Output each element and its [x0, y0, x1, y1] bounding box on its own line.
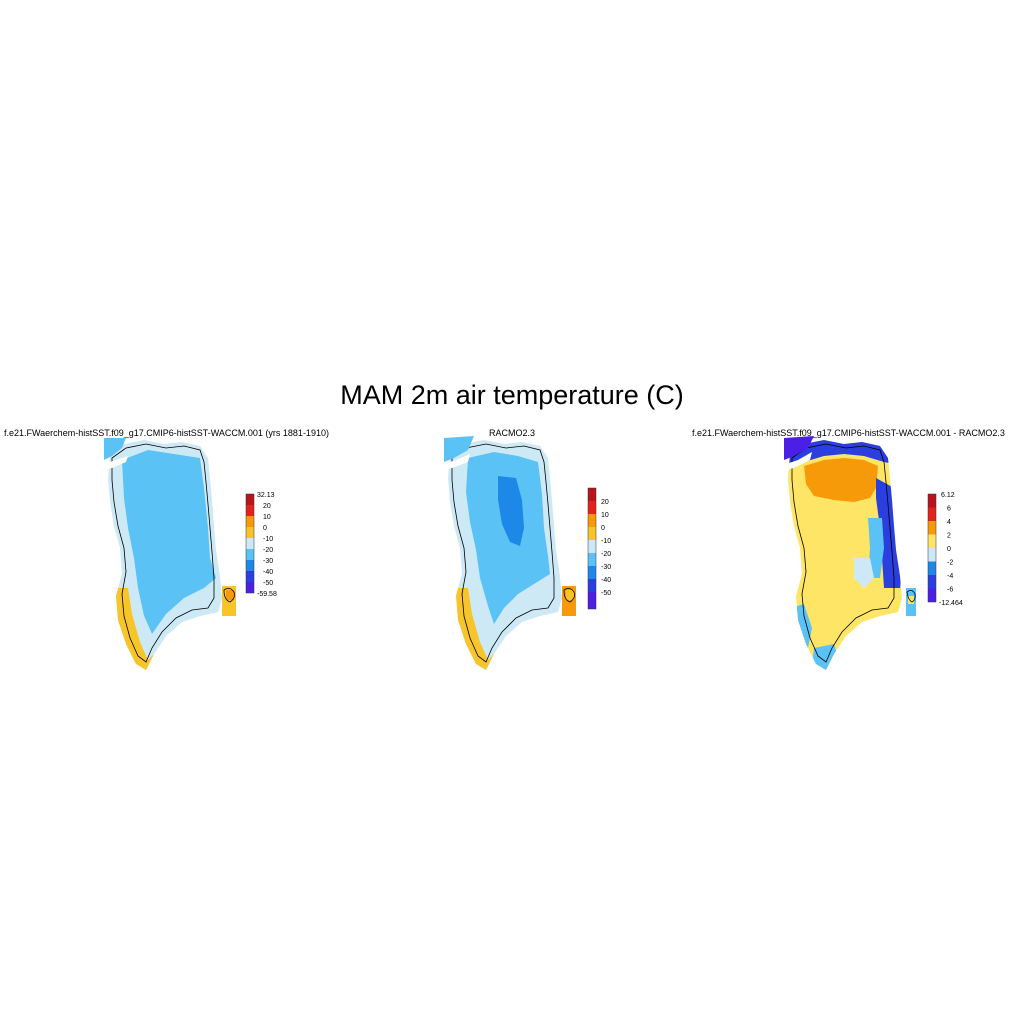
cb2-swatch-6 [588, 553, 596, 566]
cb1-label-1: 32.13 [257, 492, 275, 499]
cb3-swatch-3 [928, 521, 936, 535]
panel-2-map [444, 436, 576, 670]
cb2-label-3: 0 [601, 525, 605, 532]
cb1-swatch-9 [246, 582, 254, 593]
cb3-label-6: -2 [947, 560, 953, 567]
cb1-swatch-4 [246, 527, 254, 538]
cb2-swatch-2 [588, 501, 596, 514]
cb1-swatch-3 [246, 516, 254, 527]
figure-title: MAM 2m air temperature (C) [340, 380, 684, 410]
panel-1-colorbar: 32.13 20 10 0 -10 -20 -30 -40 -50 -59.58 [245, 492, 277, 598]
cb2-label-2: 10 [601, 512, 609, 519]
panel-1-title: f.e21.FWaerchem-histSST.f09_g17.CMIP6-hi… [4, 428, 329, 438]
cb2-swatch-4 [588, 527, 596, 540]
cb3-swatch-5 [928, 548, 936, 562]
cb2-swatch-1 [588, 488, 596, 501]
cb1-label-7: -30 [263, 558, 273, 565]
cb1-label-6: -20 [263, 547, 273, 554]
cb2-swatch-8 [588, 579, 596, 592]
cb1-swatch-8 [246, 571, 254, 582]
cb1-swatch-6 [246, 549, 254, 560]
cb3-label-9: -12.464 [939, 600, 963, 607]
cb1-swatch-7 [246, 560, 254, 571]
cb1-label-5: -10 [263, 536, 273, 543]
cb2-label-4: -10 [601, 538, 611, 545]
cb3-swatch-7 [928, 575, 936, 589]
cb1-label-4: 0 [263, 525, 267, 532]
cb2-label-8: -50 [601, 590, 611, 597]
cb3-label-4: 2 [947, 533, 951, 540]
cb1-label-3: 10 [263, 514, 271, 521]
cb2-swatch-3 [588, 514, 596, 527]
panel-3-map [784, 436, 916, 670]
cb3-swatch-1 [928, 494, 936, 508]
cb3-label-5: 0 [947, 546, 951, 553]
cb3-label-7: -4 [947, 573, 953, 580]
cb1-swatch-2 [246, 505, 254, 516]
panel-3-colorbar: 6.12 6 4 2 0 -2 -4 -6 -12.464 [927, 492, 963, 607]
cb2-swatch-5 [588, 540, 596, 553]
cb3-label-3: 4 [947, 519, 951, 526]
cb1-label-8: -40 [263, 569, 273, 576]
cb1-label-10: -59.58 [257, 591, 277, 598]
cb1-label-2: 20 [263, 503, 271, 510]
cb2-label-6: -30 [601, 564, 611, 571]
cb2-swatch-9 [588, 592, 596, 609]
cb2-swatch-7 [588, 566, 596, 579]
panel-1-map [104, 438, 236, 670]
cb1-swatch-5 [246, 538, 254, 549]
cb3-label-1: 6.12 [941, 492, 955, 499]
cb2-label-1: 20 [601, 499, 609, 506]
cb3-swatch-4 [928, 534, 936, 548]
cb3-swatch-6 [928, 561, 936, 575]
cb3-swatch-2 [928, 507, 936, 521]
cb3-swatch-8 [928, 588, 936, 602]
panel-2-title: RACMO2.3 [489, 428, 536, 438]
cb2-label-7: -40 [601, 577, 611, 584]
cb1-label-9: -50 [263, 580, 273, 587]
panel-2-colorbar: 20 10 0 -10 -20 -30 -40 -50 [587, 487, 611, 610]
cb3-label-8: -6 [947, 587, 953, 594]
cb3-label-2: 6 [947, 506, 951, 513]
cb1-swatch-1 [246, 494, 254, 505]
cb2-label-5: -20 [601, 551, 611, 558]
panel-3-title: f.e21.FWaerchem-histSST.f09_g17.CMIP6-hi… [692, 428, 1005, 438]
